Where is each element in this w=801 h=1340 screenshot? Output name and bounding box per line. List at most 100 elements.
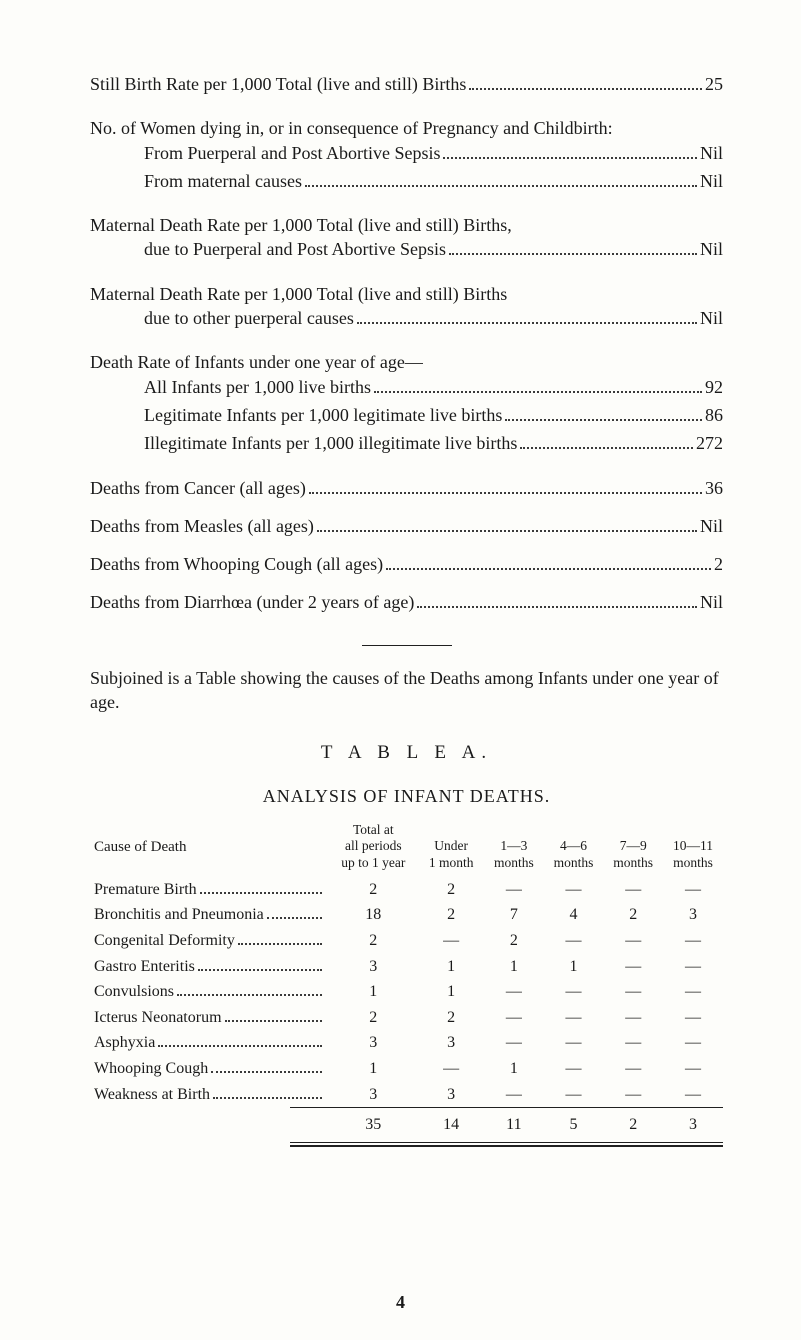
value-cell: 3 (328, 954, 418, 980)
value-cell: — (603, 1056, 663, 1082)
value-cell: — (603, 979, 663, 1005)
stat-value: 272 (696, 431, 723, 455)
value-cell: 2 (418, 902, 484, 928)
value-cell: — (603, 1082, 663, 1108)
leader-dots (225, 1008, 323, 1022)
value-cell: — (663, 877, 723, 903)
stat-line: Deaths from Diarrhœa (under 2 years of a… (90, 590, 723, 614)
value-cell: 3 (328, 1082, 418, 1108)
value-cell: — (484, 877, 544, 903)
value-cell: — (663, 1005, 723, 1031)
leader-dots (158, 1033, 322, 1047)
value-cell: 3 (418, 1082, 484, 1108)
cause-cell (90, 1108, 328, 1138)
stat-line: From maternal causesNil (90, 169, 723, 193)
stat-infant-rates: Death Rate of Infants under one year of … (90, 350, 723, 455)
value-cell: 2 (328, 877, 418, 903)
stat-line: From Puerperal and Post Abortive Sepsis N… (90, 141, 723, 165)
cause-label: Congenital Deformity (94, 930, 235, 952)
total-cell: 11 (484, 1108, 544, 1138)
stat-label: Still Birth Rate per 1,000 Total (live a… (90, 72, 466, 96)
table-header-row: Cause of Death Total at all periods up t… (90, 822, 723, 877)
value-cell: 1 (418, 979, 484, 1005)
cause-cell: Premature Birth (90, 877, 328, 903)
stat-line: Legitimate Infants per 1,000 legitimate … (90, 403, 723, 427)
cause-cell: Congenital Deformity (90, 928, 328, 954)
leader-dots (374, 376, 702, 392)
value-cell: 1 (328, 979, 418, 1005)
stat-label: Illegitimate Infants per 1,000 illegitim… (144, 431, 517, 455)
value-cell: 4 (544, 902, 604, 928)
stat-value: Nil (700, 590, 723, 614)
value-cell: — (544, 877, 604, 903)
page-number: 4 (0, 1290, 801, 1314)
value-cell: 1 (544, 954, 604, 980)
cause-cell: Icterus Neonatorum (90, 1005, 328, 1031)
cause-label: Whooping Cough (94, 1058, 208, 1080)
table-row: Bronchitis and Pneumonia1827423 (90, 902, 723, 928)
cause-cell: Whooping Cough (90, 1056, 328, 1082)
leader-dots (213, 1085, 322, 1099)
stat-intro: Maternal Death Rate per 1,000 Total (liv… (90, 213, 723, 237)
stat-value: Nil (700, 141, 723, 165)
leader-dots (309, 477, 702, 493)
cause-label: Weakness at Birth (94, 1084, 210, 1106)
value-cell: — (603, 1005, 663, 1031)
stat-label: Legitimate Infants per 1,000 legitimate … (144, 403, 502, 427)
value-cell: 1 (328, 1056, 418, 1082)
value-cell: — (603, 928, 663, 954)
stat-line: Illegitimate Infants per 1,000 illegitim… (90, 431, 723, 455)
leader-dots (211, 1059, 322, 1073)
stat-value: 25 (705, 72, 723, 96)
stat-line: Deaths from Whooping Cough (all ages)2 (90, 552, 723, 576)
col-7-9: 7—9 months (603, 822, 663, 877)
cause-cell: Convulsions (90, 979, 328, 1005)
table-row: Icterus Neonatorum22———— (90, 1005, 723, 1031)
total-cell: 2 (603, 1108, 663, 1138)
value-cell: 1 (484, 1056, 544, 1082)
value-cell: 2 (418, 877, 484, 903)
value-cell: — (484, 1005, 544, 1031)
value-cell: — (603, 954, 663, 980)
col-under1: Under 1 month (418, 822, 484, 877)
value-cell: — (603, 877, 663, 903)
subjoined-paragraph: Subjoined is a Table showing the causes … (90, 666, 723, 715)
value-cell: — (663, 1082, 723, 1108)
col-1-3: 1—3 months (484, 822, 544, 877)
cause-cell: Asphyxia (90, 1030, 328, 1056)
stat-still-birth: Still Birth Rate per 1,000 Total (live a… (90, 72, 723, 96)
table-totals-row: 351411523 (90, 1108, 723, 1138)
total-cell: 5 (544, 1108, 604, 1138)
table-row: Gastro Enteritis3111—— (90, 954, 723, 980)
table-row: Convulsions11———— (90, 979, 723, 1005)
stat-label: From Puerperal and Post Abortive Sepsis (144, 141, 440, 165)
value-cell: 3 (663, 902, 723, 928)
stat-value: Nil (700, 514, 723, 538)
cause-label: Gastro Enteritis (94, 956, 195, 978)
value-cell: — (484, 979, 544, 1005)
stat-value: 86 (705, 403, 723, 427)
cause-label: Convulsions (94, 981, 174, 1003)
table-row: Whooping Cough1—1——— (90, 1056, 723, 1082)
col-cause: Cause of Death (90, 822, 328, 877)
leader-dots (443, 142, 697, 158)
table-row: Asphyxia33———— (90, 1030, 723, 1056)
total-cell: 14 (418, 1108, 484, 1138)
value-cell: — (418, 928, 484, 954)
value-cell: 1 (418, 954, 484, 980)
value-cell: — (544, 979, 604, 1005)
stat-label: due to Puerperal and Post Abortive Sepsi… (144, 237, 446, 261)
leader-dots (357, 308, 697, 324)
leader-dots (505, 405, 702, 421)
value-cell: 3 (418, 1030, 484, 1056)
stat-maternal-b: Maternal Death Rate per 1,000 Total (liv… (90, 282, 723, 331)
leader-dots (520, 433, 693, 449)
stat-value: 36 (705, 476, 723, 500)
leader-dots (449, 239, 697, 255)
stat-label: Deaths from Whooping Cough (all ages) (90, 552, 383, 576)
stat-line: Deaths from Cancer (all ages)36 (90, 476, 723, 500)
col-total: Total at all periods up to 1 year (328, 822, 418, 877)
leader-dots (305, 171, 697, 187)
cause-label: Icterus Neonatorum (94, 1007, 222, 1029)
stat-intro: Death Rate of Infants under one year of … (90, 350, 723, 374)
